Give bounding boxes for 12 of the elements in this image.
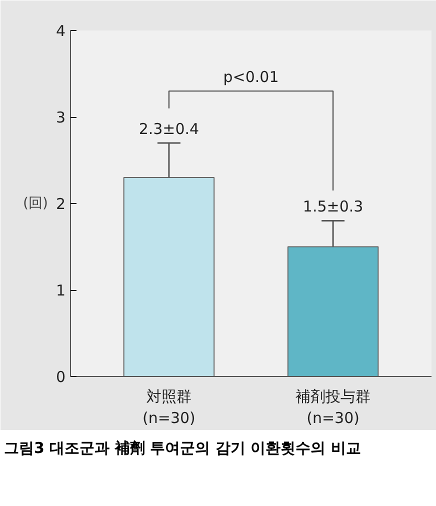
y-tick-label: 1 [56,282,66,300]
x-tick-label: 対照群 (n=30) [142,388,196,428]
annotation: p<0.01 [223,68,279,86]
y-tick-label: 3 [56,108,66,126]
y-tick-label: 4 [56,22,66,40]
y-tick-label: 2 [56,195,66,213]
y-axis-title: (回) [23,196,48,212]
data-label: 2.3±0.4 [138,120,200,138]
caption: 그림3 대조군과 補劑 투여군의 감기 이환횟수의 비교 [4,438,361,459]
y-tick-label: 0 [56,368,66,386]
x-tick-label: 補剤投与群 (n=30) [296,388,371,428]
data-label: 1.5±0.3 [302,198,364,216]
